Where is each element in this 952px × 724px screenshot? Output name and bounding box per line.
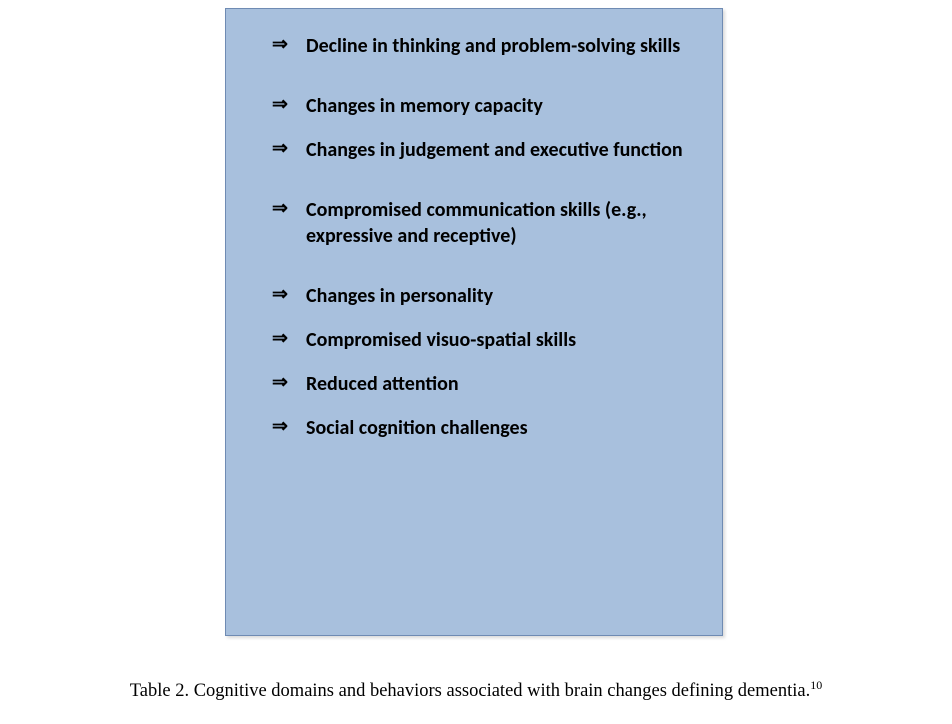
item-text: Social cognition challenges bbox=[306, 415, 528, 441]
list-item: ⇒ Compromised communication skills (e.g.… bbox=[272, 197, 692, 249]
caption-superscript: 10 bbox=[810, 678, 822, 692]
arrow-icon: ⇒ bbox=[272, 283, 292, 308]
caption-text: Table 2. Cognitive domains and behaviors… bbox=[130, 681, 810, 701]
arrow-icon: ⇒ bbox=[272, 137, 292, 162]
arrow-icon: ⇒ bbox=[272, 197, 292, 222]
list-item: ⇒ Decline in thinking and problem-solvin… bbox=[272, 33, 692, 59]
item-text: Changes in memory capacity bbox=[306, 93, 543, 119]
list-item: ⇒ Changes in personality bbox=[272, 283, 692, 309]
item-text: Compromised communication skills (e.g., … bbox=[306, 197, 692, 249]
list-item: ⇒ Compromised visuo-spatial skills bbox=[272, 327, 692, 353]
list-item: ⇒ Changes in judgement and executive fun… bbox=[272, 137, 692, 163]
arrow-icon: ⇒ bbox=[272, 33, 292, 58]
arrow-icon: ⇒ bbox=[272, 327, 292, 352]
arrow-icon: ⇒ bbox=[272, 93, 292, 118]
item-text: Compromised visuo-spatial skills bbox=[306, 327, 576, 353]
item-text: Reduced attention bbox=[306, 371, 459, 397]
list-item: ⇒ Reduced attention bbox=[272, 371, 692, 397]
arrow-icon: ⇒ bbox=[272, 415, 292, 440]
arrow-icon: ⇒ bbox=[272, 371, 292, 396]
item-text: Decline in thinking and problem-solving … bbox=[306, 33, 680, 59]
info-box: ⇒ Decline in thinking and problem-solvin… bbox=[225, 8, 723, 636]
item-text: Changes in judgement and executive funct… bbox=[306, 137, 683, 163]
list-item: ⇒ Changes in memory capacity bbox=[272, 93, 692, 119]
table-caption: Table 2. Cognitive domains and behaviors… bbox=[0, 678, 952, 702]
item-text: Changes in personality bbox=[306, 283, 493, 309]
list-item: ⇒ Social cognition challenges bbox=[272, 415, 692, 441]
